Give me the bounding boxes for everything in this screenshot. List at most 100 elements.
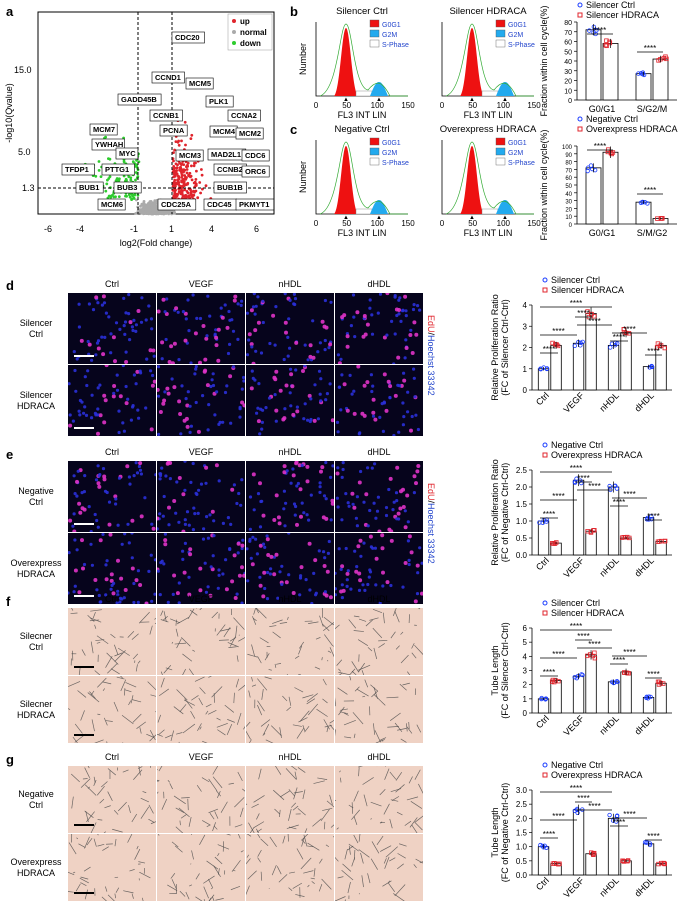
flow-legend-0: G0G1 xyxy=(382,140,401,147)
significance: **** xyxy=(588,482,600,491)
scale-bar xyxy=(74,824,94,826)
x-tick: nHDL xyxy=(598,555,621,578)
down-point xyxy=(118,177,121,181)
x-tick: Ctrl xyxy=(534,713,551,730)
gene-label-mcm6: MCM6 xyxy=(101,200,123,209)
col-header-ctrl: Ctrl xyxy=(105,447,119,457)
up-point xyxy=(180,171,183,175)
y-tick: 5 xyxy=(523,638,528,647)
normal-point xyxy=(164,210,167,214)
dot xyxy=(604,38,609,43)
dot xyxy=(607,40,613,46)
gene-label-bub1b: BUB1B xyxy=(217,183,243,192)
gene-label-mcm4: MCM4 xyxy=(213,127,236,136)
x-tick-6: 6 xyxy=(254,224,259,234)
stain-label: EdU/Hoechst 33342 xyxy=(426,483,436,564)
up-point xyxy=(179,165,183,169)
svg-text:▲: ▲ xyxy=(502,215,508,221)
panel-label-g: g xyxy=(6,752,14,767)
up-point xyxy=(189,188,192,192)
gene-label-box xyxy=(171,31,205,44)
up-point xyxy=(194,189,198,193)
col-header-nhdl: nHDL xyxy=(278,594,302,604)
significance: **** xyxy=(594,26,606,35)
down-point xyxy=(132,197,136,200)
flow-histogram: Overexpress HDRACA ▲ ▲ 0 50 100 150 FL3 INT LIN… xyxy=(440,124,542,238)
gene-label-box xyxy=(117,93,162,106)
down-point xyxy=(104,135,107,139)
dot xyxy=(657,343,662,349)
up-point xyxy=(180,163,183,167)
gene-label-cdc25a: CDC25A xyxy=(161,200,192,209)
normal-point xyxy=(148,202,152,206)
bar xyxy=(550,680,562,714)
s-phase-region xyxy=(481,90,499,97)
down-point xyxy=(94,174,98,178)
dot xyxy=(572,808,578,814)
y-label: Relative Proliferation Ratio xyxy=(490,459,500,566)
fit-curve xyxy=(445,23,534,97)
gene-label-gadd45b: GADD45B xyxy=(121,95,157,104)
gene-label-box xyxy=(115,147,139,160)
y-tick: 0 xyxy=(523,386,528,395)
y-tick-1-3: 1.3 xyxy=(22,183,35,193)
significance: **** xyxy=(623,810,635,819)
up-point xyxy=(171,184,175,188)
down-point xyxy=(97,160,101,163)
bar xyxy=(572,479,585,556)
flow-title: Silencer Ctrl xyxy=(336,6,388,17)
significance: **** xyxy=(588,317,600,326)
flow-x-tick: 150 xyxy=(401,219,415,228)
legend-entry: Overexpress HDRACA xyxy=(551,770,643,780)
bar xyxy=(585,853,597,876)
down-point xyxy=(108,175,112,179)
y-tick: 30 xyxy=(565,200,572,206)
micrograph xyxy=(335,766,423,833)
flow-x-tick: 50 xyxy=(468,219,477,228)
up-point xyxy=(182,180,186,184)
dot xyxy=(646,694,652,699)
panel-label-d: d xyxy=(6,278,14,293)
x-tick-4: 4 xyxy=(209,224,214,234)
gene-label-ywhah: YWHAH xyxy=(95,140,123,149)
dot xyxy=(642,840,648,845)
normal-point xyxy=(166,210,170,214)
x-tick: G0/G1 xyxy=(589,104,616,114)
gene-label-box xyxy=(159,124,188,137)
down-point xyxy=(104,189,108,193)
gene-label-box xyxy=(235,127,264,140)
y-tick: 0 xyxy=(523,709,528,718)
down-point xyxy=(130,197,134,201)
x-tick: dHDL xyxy=(633,390,656,413)
flow-title: Negative Ctrl xyxy=(335,124,390,135)
up-point xyxy=(200,173,204,177)
significance: **** xyxy=(647,670,659,679)
x-tick: Ctrl xyxy=(534,555,551,572)
dot xyxy=(622,535,628,540)
significance: **** xyxy=(588,640,600,649)
up-point xyxy=(172,188,176,192)
dot xyxy=(659,216,664,221)
up-point xyxy=(172,151,175,155)
up-point xyxy=(189,137,193,141)
flow-legend-0: G0G1 xyxy=(508,140,527,147)
bar xyxy=(607,681,620,714)
bar xyxy=(537,846,550,876)
down-point xyxy=(131,194,135,198)
significance: **** xyxy=(613,818,625,827)
dot xyxy=(610,818,616,823)
significance: **** xyxy=(552,327,564,336)
panel-label-a: a xyxy=(6,4,14,19)
row-header: Negative Ctrl xyxy=(18,486,54,507)
flow-x-tick: 0 xyxy=(440,219,445,228)
micrograph xyxy=(246,834,334,901)
up-point xyxy=(187,195,191,199)
scale-bar xyxy=(74,666,94,668)
dot xyxy=(572,343,577,348)
volcano-plot: CDC20 CCND1 MCM5 GADD45B PLK1 CCNB1 CCNA2 MCM7 P… xyxy=(4,11,275,248)
gene-label-box xyxy=(205,95,234,108)
normal-point xyxy=(155,207,159,211)
col-header-dhdl: dHDL xyxy=(367,447,391,457)
down-point xyxy=(109,194,112,198)
up-point xyxy=(180,173,184,177)
